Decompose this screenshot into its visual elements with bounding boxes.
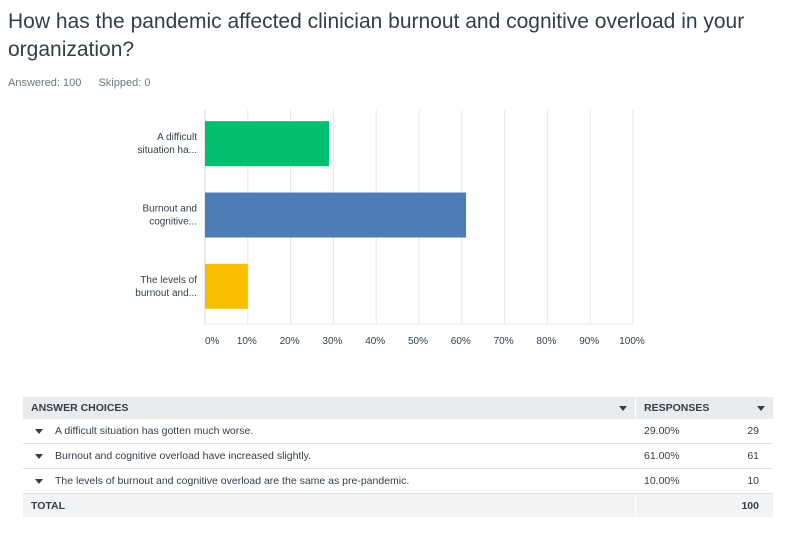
x-tick-label: 80% [536, 336, 556, 347]
x-tick-label: 90% [579, 336, 599, 347]
count-cell: 10 [730, 468, 773, 494]
table-row: A difficult situation has gotten much wo… [23, 419, 773, 444]
bar-chart: 0% 10% 20% 30% 40% 50% 60% 70% 80% 90% 100% A diffi… [135, 110, 645, 347]
y-category-label: Burnout and cognitive... [143, 204, 198, 228]
table-row: The levels of burnout and cognitive over… [23, 468, 773, 494]
x-tick-label: 70% [494, 336, 514, 347]
choice-cell[interactable]: The levels of burnout and cognitive over… [23, 468, 636, 494]
percent-cell: 29.00% [635, 419, 730, 444]
total-label: TOTAL [23, 493, 636, 517]
expand-caret-icon[interactable] [35, 453, 43, 459]
sort-caret-icon[interactable] [619, 406, 627, 411]
table-row: Burnout and cognitive overload have incr… [23, 443, 773, 469]
y-category-label: A difficult situation ha... [138, 132, 198, 156]
answer-table: ANSWER CHOICES RESPONSES A difficult sit… [23, 397, 773, 517]
header-answer-choices[interactable]: ANSWER CHOICES [23, 397, 636, 419]
x-tick-label: 40% [365, 336, 385, 347]
choice-cell[interactable]: A difficult situation has gotten much wo… [23, 419, 636, 444]
x-tick-label: 10% [237, 336, 257, 347]
header-responses[interactable]: RESPONSES [635, 397, 773, 419]
x-tick-label: 20% [280, 336, 300, 347]
x-tick-label: 30% [322, 336, 342, 347]
bar[interactable] [205, 192, 467, 238]
percent-cell: 61.00% [635, 443, 730, 469]
count-cell: 29 [730, 419, 773, 444]
choice-cell[interactable]: Burnout and cognitive overload have incr… [23, 443, 636, 469]
x-tick-label: 0% [205, 336, 220, 347]
sort-caret-icon[interactable] [757, 406, 765, 411]
x-tick-label: 50% [408, 336, 428, 347]
bar[interactable] [205, 121, 330, 167]
total-row: TOTAL 100 [23, 493, 773, 517]
percent-cell: 10.00% [635, 468, 730, 494]
skipped-count: Skipped: 0 [98, 77, 151, 89]
x-tick-label: 60% [451, 336, 471, 347]
bar[interactable] [205, 263, 248, 309]
response-stats: Answered: 100 Skipped: 0 [8, 77, 164, 89]
expand-caret-icon[interactable] [35, 428, 43, 434]
x-tick-label: 100% [619, 336, 645, 347]
y-category-label: The levels of burnout and... [135, 275, 197, 299]
expand-caret-icon[interactable] [35, 478, 43, 484]
total-value: 100 [730, 493, 773, 517]
count-cell: 61 [730, 443, 773, 469]
answered-count: Answered: 100 [8, 77, 82, 89]
question-title: How has the pandemic affected clinician … [8, 10, 745, 61]
